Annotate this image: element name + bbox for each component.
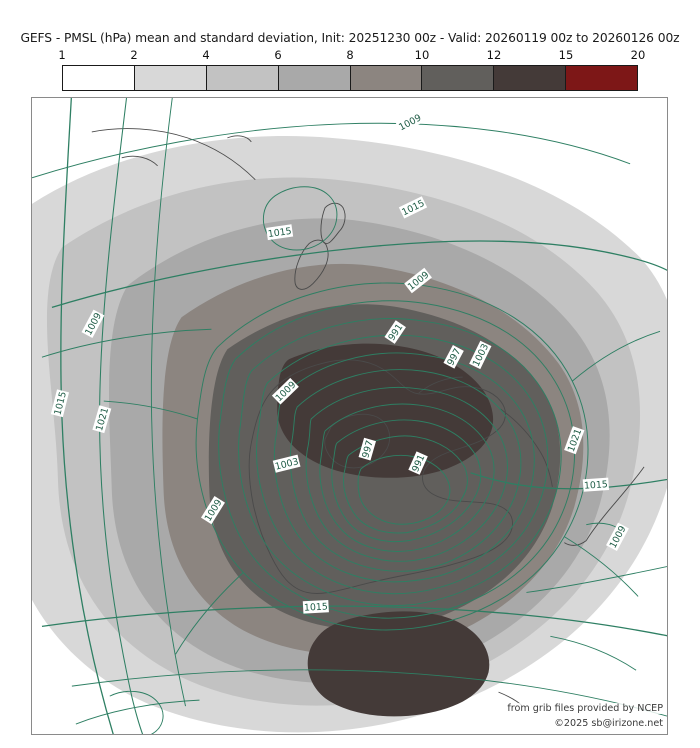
isobar-label-background: [469, 340, 492, 370]
coastline-antarctic-peninsula: [500, 408, 553, 487]
isobar-label-background: [358, 437, 376, 461]
isobar-1021: [99, 98, 144, 734]
coastline-south-america: [585, 466, 645, 541]
isobar-closed-bottom-right: [550, 635, 637, 671]
colorbar-tick-12: 12: [486, 48, 502, 62]
isobar-closed-nz: [263, 186, 338, 251]
coastline-islands: [121, 155, 158, 167]
credit-source: from grib files provided by NCEP: [506, 703, 664, 714]
isobar-label-1015: 1015: [266, 224, 294, 241]
isobar-label-text: 1015: [584, 479, 609, 492]
isobar-label-background: [302, 599, 329, 614]
credit-copyright: ©2025 sb@irizone.net: [553, 718, 664, 729]
coastline-australia: [91, 128, 256, 181]
isobar-label-background: [395, 110, 424, 134]
isobar-ring-5: [273, 352, 535, 583]
stddev-band-12-15-south: [307, 611, 490, 717]
isobar-label-background: [272, 454, 301, 473]
isobar-ring-3: [238, 318, 562, 606]
colorbar-tick-15: 15: [558, 48, 574, 62]
isobar-label-background: [81, 309, 105, 338]
isobar-ring-9: [331, 419, 482, 543]
coastline-antarctica: [248, 359, 513, 594]
isobar-label-background: [384, 320, 406, 344]
coastline-antarctica-ice-shelf: [418, 376, 463, 394]
isobar-spur-sw: [175, 572, 244, 655]
isobar-label-text: 1015: [304, 601, 328, 613]
colorbar-strip: [62, 65, 638, 91]
isobar-1009-bottom: [71, 669, 667, 717]
isobar-label-background: [606, 522, 629, 552]
coastline-antarctica-inner: [324, 413, 390, 469]
isobar-ring-1: [195, 282, 589, 631]
isobar-label-background: [564, 426, 585, 455]
isobar-ring-2: [218, 300, 576, 619]
isobar-ring-4: [256, 334, 549, 595]
colorbar-band-0: [63, 66, 135, 90]
isobar-1009-top: [32, 122, 631, 179]
isobar-label-background: [582, 477, 610, 492]
isobar-label-background: [50, 389, 70, 418]
isobar-label-997: 997: [358, 437, 376, 461]
isobar-closed-bottom-left: [75, 699, 200, 725]
isobar-ring-10: [343, 435, 468, 534]
isobar-1015-bottom: [41, 605, 667, 637]
isobar-ring-6: [289, 369, 522, 572]
colorbar-band-6: [494, 66, 567, 90]
colorbar-tick-1: 1: [58, 48, 66, 62]
coastline-tierra-del-fuego: [564, 540, 587, 546]
colorbar-band-3: [278, 66, 351, 90]
isobar-label-background: [443, 345, 464, 369]
isobar-spur-se: [564, 536, 639, 597]
isobar-spur-ne: [571, 330, 661, 382]
isobar-label-background: [92, 405, 112, 434]
isobar-1021-b: [150, 98, 186, 707]
colorbar-tick-4: 4: [202, 48, 210, 62]
isobar-label-text: 1015: [267, 226, 292, 240]
colorbar-band-4: [350, 66, 423, 90]
colorbar-tick-labels: 1 2 4 6 8 10 12 15 20: [58, 48, 645, 63]
colorbar-band-7: [566, 66, 637, 90]
isobar-label-background: [271, 377, 299, 405]
coastline-tasmania: [227, 135, 252, 143]
colorbar-band-5: [422, 66, 495, 90]
isobar-label-background: [398, 196, 428, 219]
isobar-ring-8: [319, 403, 495, 552]
isobar-1009-left: [41, 328, 212, 358]
coastline-new-zealand-north: [320, 202, 346, 245]
isobar-1015-left: [60, 98, 114, 734]
page-title: GEFS - PMSL (hPa) mean and standard devi…: [20, 31, 680, 45]
colorbar-tick-10: 10: [414, 48, 430, 62]
isobar-spur-nw: [103, 400, 198, 420]
isobar-label-background: [200, 496, 225, 525]
isobar-1015-main: [51, 240, 667, 308]
isobar-label-1015: 1015: [302, 599, 329, 614]
colorbar-band-2: [206, 66, 279, 90]
isobar-label-text: 997: [360, 439, 376, 459]
coastline-new-zealand-south: [294, 239, 329, 290]
isobar-1009-right: [526, 566, 667, 593]
colorbar-tick-20: 20: [630, 48, 646, 62]
isobar-label-background: [408, 451, 428, 475]
coastline-layer: [91, 128, 645, 707]
isobar-label-background: [266, 224, 294, 241]
isobar-closed-left-low: [109, 690, 164, 734]
colorbar-tick-2: 2: [130, 48, 138, 62]
isobar-label-1015: 1015: [582, 477, 610, 492]
colorbar-tick-8: 8: [346, 48, 354, 62]
isobar-ring-7: [305, 386, 508, 562]
isobar-label-background: [404, 267, 432, 294]
colorbar: 1 2 4 6 8 10 12 15 20: [58, 48, 645, 91]
colorbar-tick-6: 6: [274, 48, 282, 62]
map-panel[interactable]: 1009 1015 1015 1009 1009 991 997 1003 1015 1021 10…: [31, 97, 668, 735]
colorbar-band-1: [134, 66, 207, 90]
